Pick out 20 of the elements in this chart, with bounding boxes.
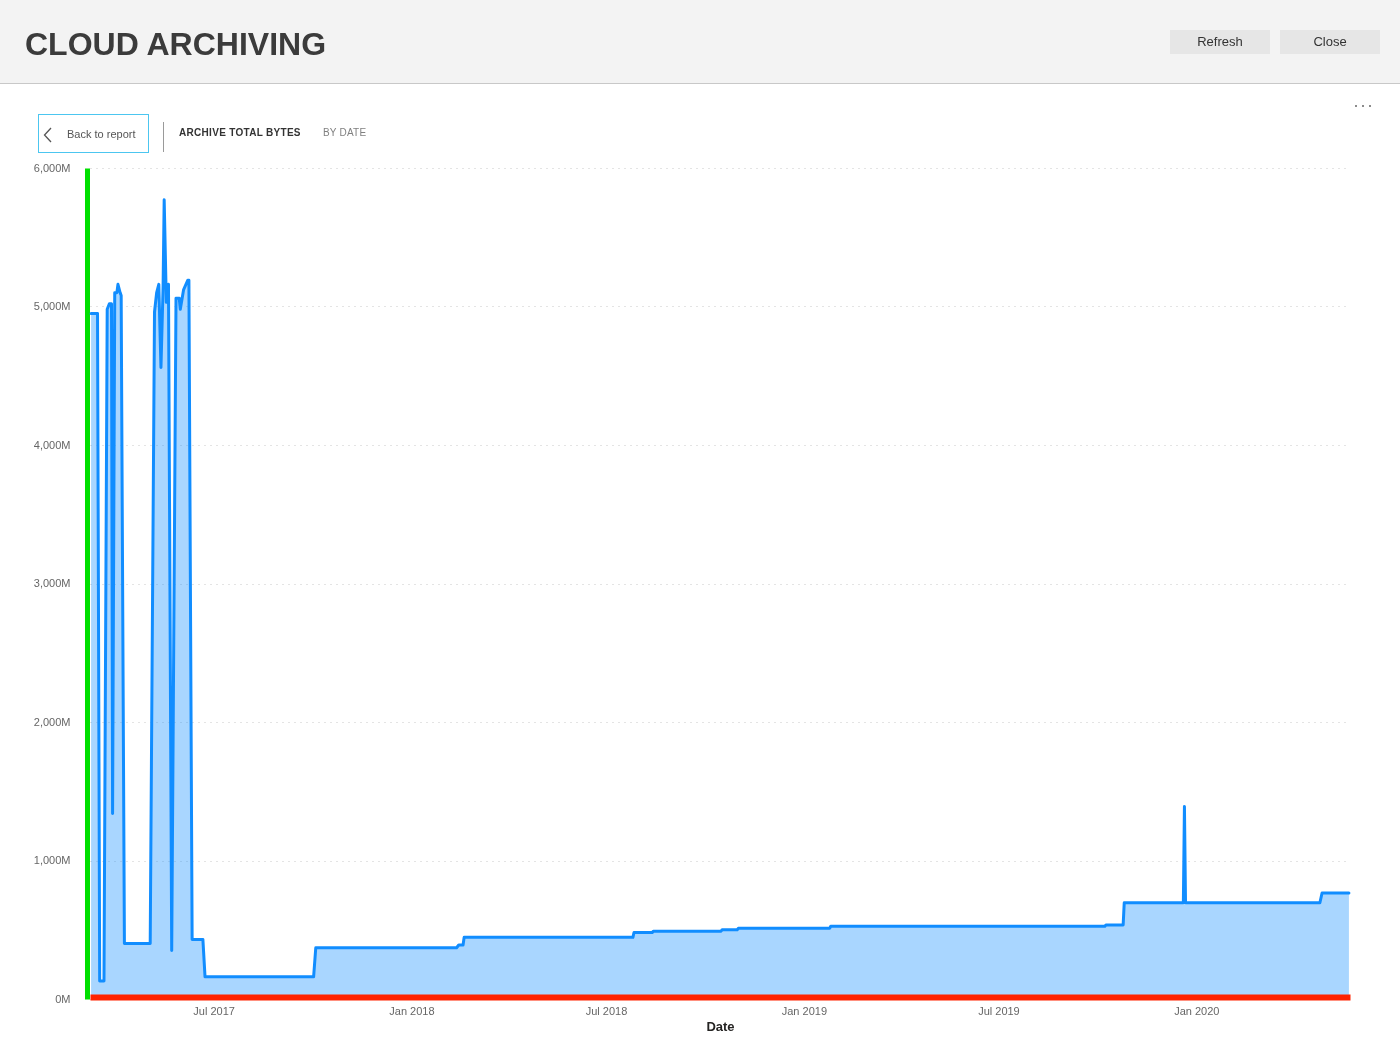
chart-subtitle: ARCHIVE TOTAL BYTES bbox=[179, 127, 301, 139]
x-tick-label: Jul 2017 bbox=[193, 1004, 235, 1017]
x-tick-label: Jan 2020 bbox=[1174, 1004, 1220, 1017]
y-tick-label: 6,000M bbox=[33, 161, 71, 174]
y-tick-label: 1,000M bbox=[33, 854, 71, 866]
x-axis-title: Date bbox=[706, 1018, 735, 1034]
x-tick-label: Jul 2018 bbox=[585, 1004, 628, 1017]
text: BY DATE bbox=[323, 127, 367, 139]
y-tick-label: 2,000M bbox=[33, 715, 71, 728]
x-tick-label: Jan 2019 bbox=[781, 1004, 827, 1017]
chart-title: CLOUD ARCHIVING bbox=[25, 25, 327, 64]
text: Back to report bbox=[67, 127, 136, 141]
y-tick-label: 5,000M bbox=[33, 300, 71, 312]
text: Close bbox=[1280, 30, 1380, 54]
x-tick-label: Jan 2018 bbox=[389, 1004, 435, 1017]
y-tick-label: 0M bbox=[55, 992, 71, 1005]
y-tick-label: 4,000M bbox=[33, 438, 71, 451]
y-tick-label: 3,000M bbox=[33, 577, 71, 589]
x-tick-label: Jul 2019 bbox=[978, 1004, 1020, 1017]
text: Refresh bbox=[1170, 30, 1270, 54]
